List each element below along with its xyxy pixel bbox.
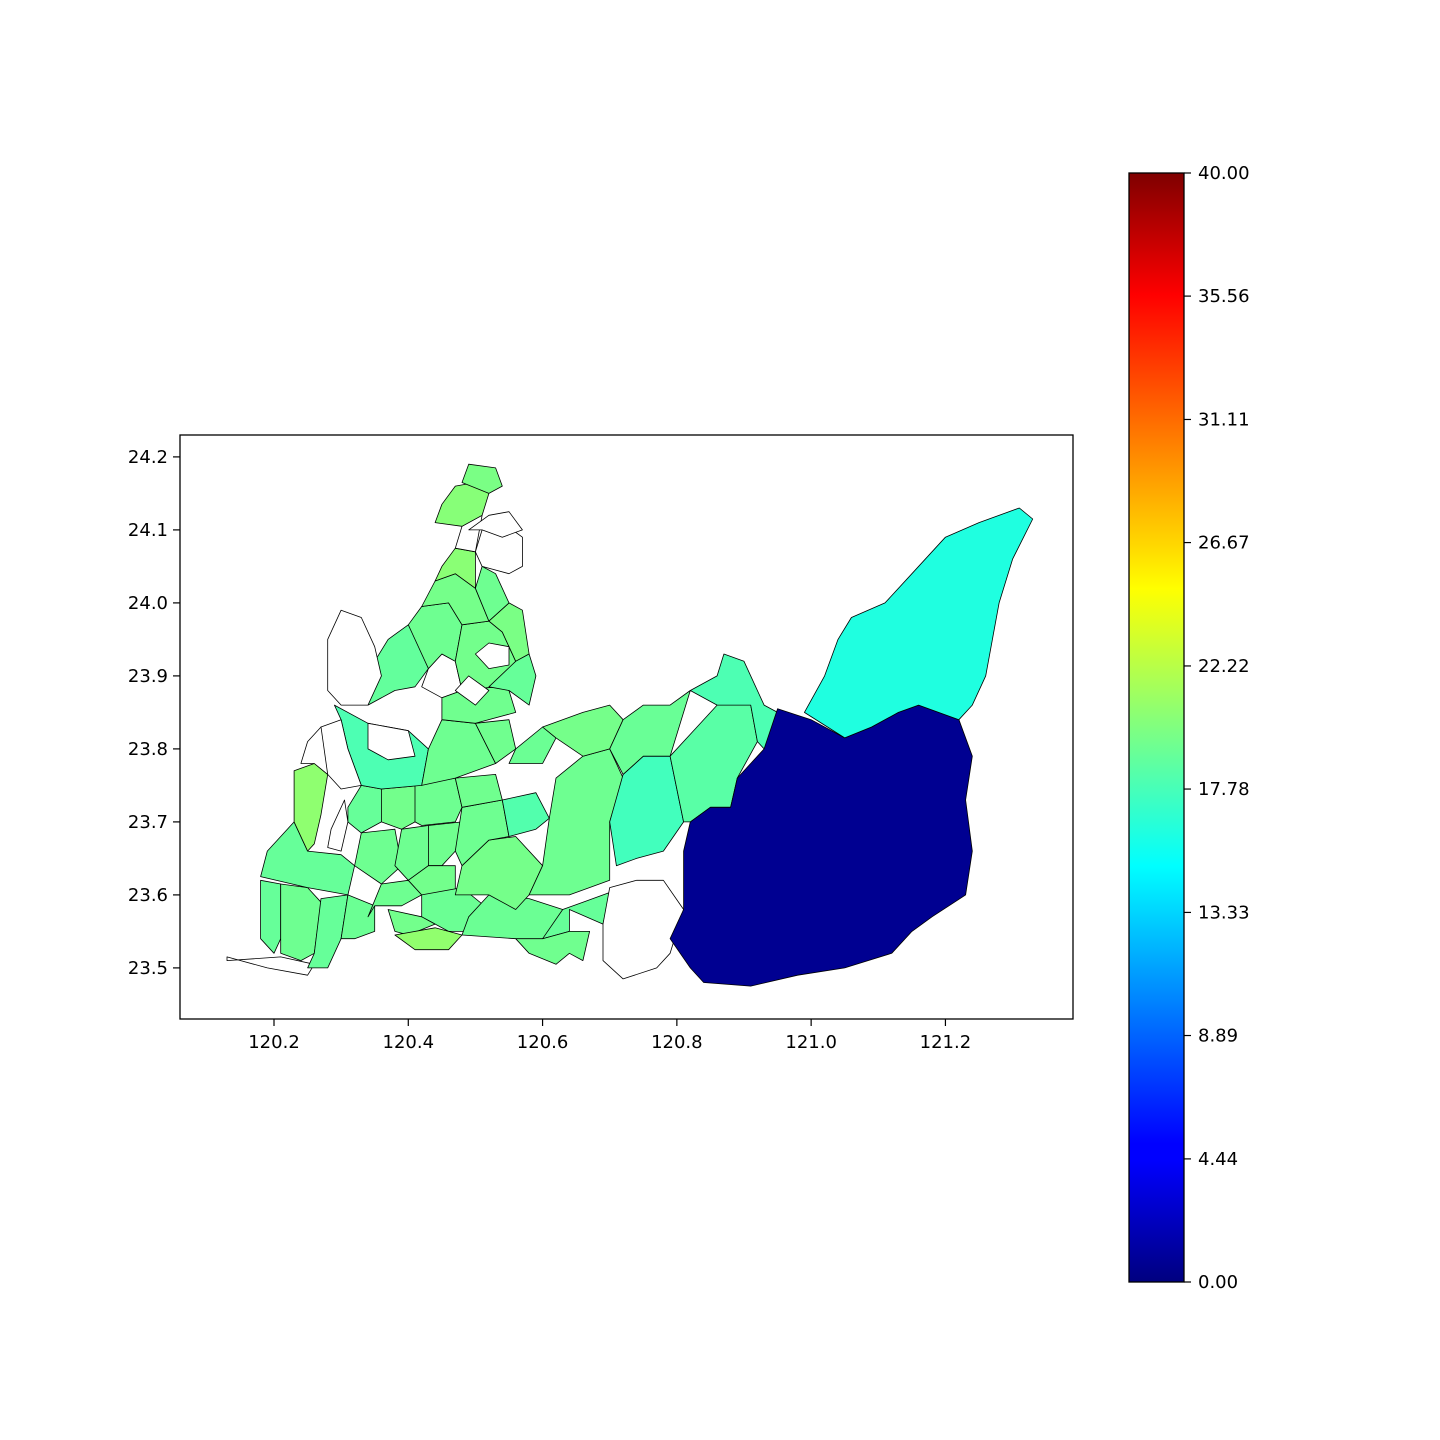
colorbar-tick-label: 8.89: [1198, 1026, 1238, 1047]
region-r20: [394, 927, 463, 951]
colorbar-tick-label: 40.00: [1198, 163, 1250, 184]
y-axis-ticks: 23.5 23.6 23.7 23.8 23.9 24.0 24.1 24.2: [128, 447, 180, 979]
colorbar-tick-label: 35.56: [1198, 286, 1250, 307]
x-tick-label: 121.2: [920, 1032, 972, 1053]
colorbar-tick-label: 13.33: [1198, 902, 1250, 923]
x-tick-label: 120.8: [651, 1032, 703, 1053]
region-r02: [260, 879, 282, 954]
x-axis-ticks: 120.2 120.4 120.6 120.8 121.0 121.2: [248, 1019, 971, 1053]
colorbar-tick-label: 17.78: [1198, 779, 1250, 800]
x-tick-label: 120.2: [248, 1032, 300, 1053]
colorbar-tick-label: 31.11: [1198, 409, 1250, 430]
map-axes: 120.2 120.4 120.6 120.8 121.0 121.2 23.523.62…: [128, 434, 1074, 1053]
region-r40: [508, 726, 557, 764]
region-r51: [474, 566, 510, 622]
colorbar: 0.00 4.44 8.89 13.33 17.78 22.22 26.67 31.11 35.…: [1128, 163, 1250, 1293]
region-r36: [320, 719, 362, 790]
region-r25: [501, 792, 550, 837]
y-tick-label: 23.8: [128, 739, 168, 760]
y-tick-label: 23.6: [128, 885, 168, 906]
region-r19: [387, 909, 436, 936]
region-r28: [515, 931, 590, 965]
colorbar-gradient: [1129, 173, 1184, 1282]
y-tick-label: 23.5: [128, 958, 168, 979]
region-r05: [340, 894, 376, 940]
x-tick-label: 120.4: [383, 1032, 435, 1053]
colorbar-tick-label: 4.44: [1198, 1149, 1238, 1170]
region-r55: [461, 463, 503, 494]
colorbar-tick-label: 26.67: [1198, 533, 1250, 554]
x-tick-label: 120.6: [517, 1032, 569, 1053]
y-tick-label: 24.2: [128, 447, 168, 468]
y-tick-label: 24.0: [128, 593, 168, 614]
region-r42: [609, 690, 691, 775]
region-r57: [488, 653, 537, 706]
region-r58: [474, 642, 510, 669]
region-r60: [327, 609, 382, 706]
region-r56: [468, 511, 523, 538]
colorbar-tick-label: 0.00: [1198, 1272, 1238, 1293]
regions-layer: [226, 463, 1034, 987]
y-tick-label: 23.7: [128, 812, 168, 833]
colorbar-ticks: 0.00 4.44 8.89 13.33 17.78 22.22 26.67 31.11 35.…: [1184, 163, 1250, 1293]
x-tick-label: 121.0: [785, 1032, 837, 1053]
colorbar-tick-label: 22.22: [1198, 656, 1250, 677]
region-r33: [669, 704, 973, 987]
region-r37: [367, 722, 416, 761]
colorbar-frame: [1128, 172, 1185, 1283]
region-r11: [327, 799, 349, 852]
region-r34: [804, 507, 1034, 739]
map-axes-frame: [179, 434, 1074, 1020]
region-r15: [427, 821, 463, 867]
region-r32: [602, 879, 684, 980]
region-r59: [454, 675, 490, 706]
y-tick-label: 24.1: [128, 520, 168, 541]
y-tick-label: 23.9: [128, 666, 168, 687]
